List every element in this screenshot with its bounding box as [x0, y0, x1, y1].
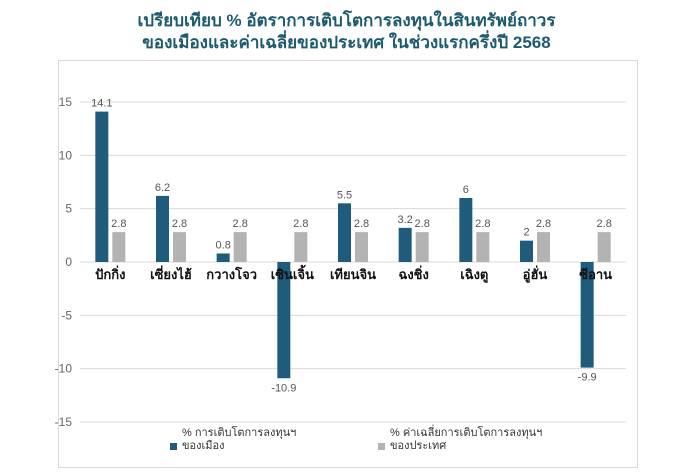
bar-s1-0 — [95, 111, 109, 262]
category-label-6: เฉิงตู — [460, 267, 488, 283]
category-label-3: เซินเจิ้น — [271, 264, 314, 282]
bar-s2-7 — [537, 232, 550, 262]
y-tick-label-2: 5 — [65, 202, 72, 216]
bar-s1-7 — [520, 240, 533, 262]
bar-s1-1 — [156, 195, 169, 262]
bar-s2-3 — [294, 232, 308, 262]
data-label-s1-0: 14.1 — [91, 98, 112, 110]
y-tick-label-4: -5 — [61, 308, 72, 322]
data-label-s2-5: 2.8 — [415, 218, 430, 230]
data-label-s1-5: 3.2 — [398, 214, 413, 226]
bar-s2-4 — [355, 232, 368, 262]
chart-title-line2: ของเมืองและค่าเฉลี่ยของประเทศ ในช่วงแรกค… — [142, 33, 551, 52]
data-label-s1-4: 5.5 — [337, 189, 352, 201]
category-label-2: กวางโจว — [206, 266, 257, 282]
bar-s1-2 — [216, 253, 230, 262]
bar-s1-6 — [459, 198, 473, 262]
y-tick-label-6: -15 — [55, 415, 73, 429]
legend-text-1-2: ของเมือง — [182, 439, 225, 452]
data-label-s1-8: -9.9 — [578, 372, 597, 384]
legend-swatch-1 — [170, 443, 177, 450]
bar-s2-1 — [173, 232, 186, 262]
data-label-s1-6: 6 — [463, 184, 469, 196]
bar-s1-3 — [277, 262, 291, 379]
data-label-s2-6: 2.8 — [475, 218, 490, 230]
category-label-4: เทียนจิน — [330, 267, 376, 282]
bar-s1-5 — [398, 227, 412, 262]
category-label-7: อู่ฮั่น — [523, 265, 548, 283]
data-label-s2-4: 2.8 — [354, 218, 369, 230]
data-label-s2-1: 2.8 — [172, 218, 187, 230]
legend-swatch-2 — [378, 443, 385, 450]
chart-title: เปรียบเทียบ % อัตราการเติบโตการลงทุนในสิ… — [0, 10, 693, 54]
bar-s2-5 — [415, 232, 429, 262]
data-label-s1-1: 6.2 — [155, 182, 170, 194]
data-label-s2-7: 2.8 — [536, 218, 551, 230]
legend-text-2-2: ของประเทศ — [390, 440, 446, 452]
data-label-s1-3: -10.9 — [271, 382, 296, 394]
y-tick-label-0: 15 — [59, 95, 73, 109]
data-label-s2-8: 2.8 — [597, 218, 612, 230]
y-tick-label-3: 0 — [65, 255, 72, 269]
data-label-s2-2: 2.8 — [233, 218, 248, 230]
bar-s1-4 — [338, 203, 351, 262]
data-label-s2-3: 2.8 — [293, 218, 308, 230]
chart-title-line1: เปรียบเทียบ % อัตราการเติบโตการลงทุนในสิ… — [137, 11, 556, 30]
y-tick-label-1: 10 — [59, 148, 73, 162]
category-label-1: เซี่ยงไฮ้ — [150, 265, 192, 282]
data-label-s1-7: 2 — [523, 227, 529, 239]
y-tick-label-5: -10 — [55, 362, 73, 376]
data-label-s2-0: 2.8 — [111, 218, 126, 230]
bar-s2-6 — [476, 232, 490, 262]
bar-s2-8 — [597, 232, 611, 262]
bar-s1-8 — [580, 262, 594, 368]
bar-s2-2 — [233, 232, 247, 262]
category-label-5: ฉงชิ่ง — [398, 265, 428, 282]
chart-panel — [58, 60, 638, 468]
category-label-8: ซีอาน — [579, 267, 612, 282]
data-label-s1-2: 0.8 — [216, 239, 231, 251]
bar-s2-0 — [112, 232, 126, 262]
legend-text-2-1: % ค่าเฉลี่ยการเติบโตการลงทุนฯ — [390, 424, 542, 439]
legend-text-1-1: % การเติบโตการลงทุนฯ — [182, 425, 296, 439]
category-label-0: ปักกิ่ง — [95, 265, 125, 282]
